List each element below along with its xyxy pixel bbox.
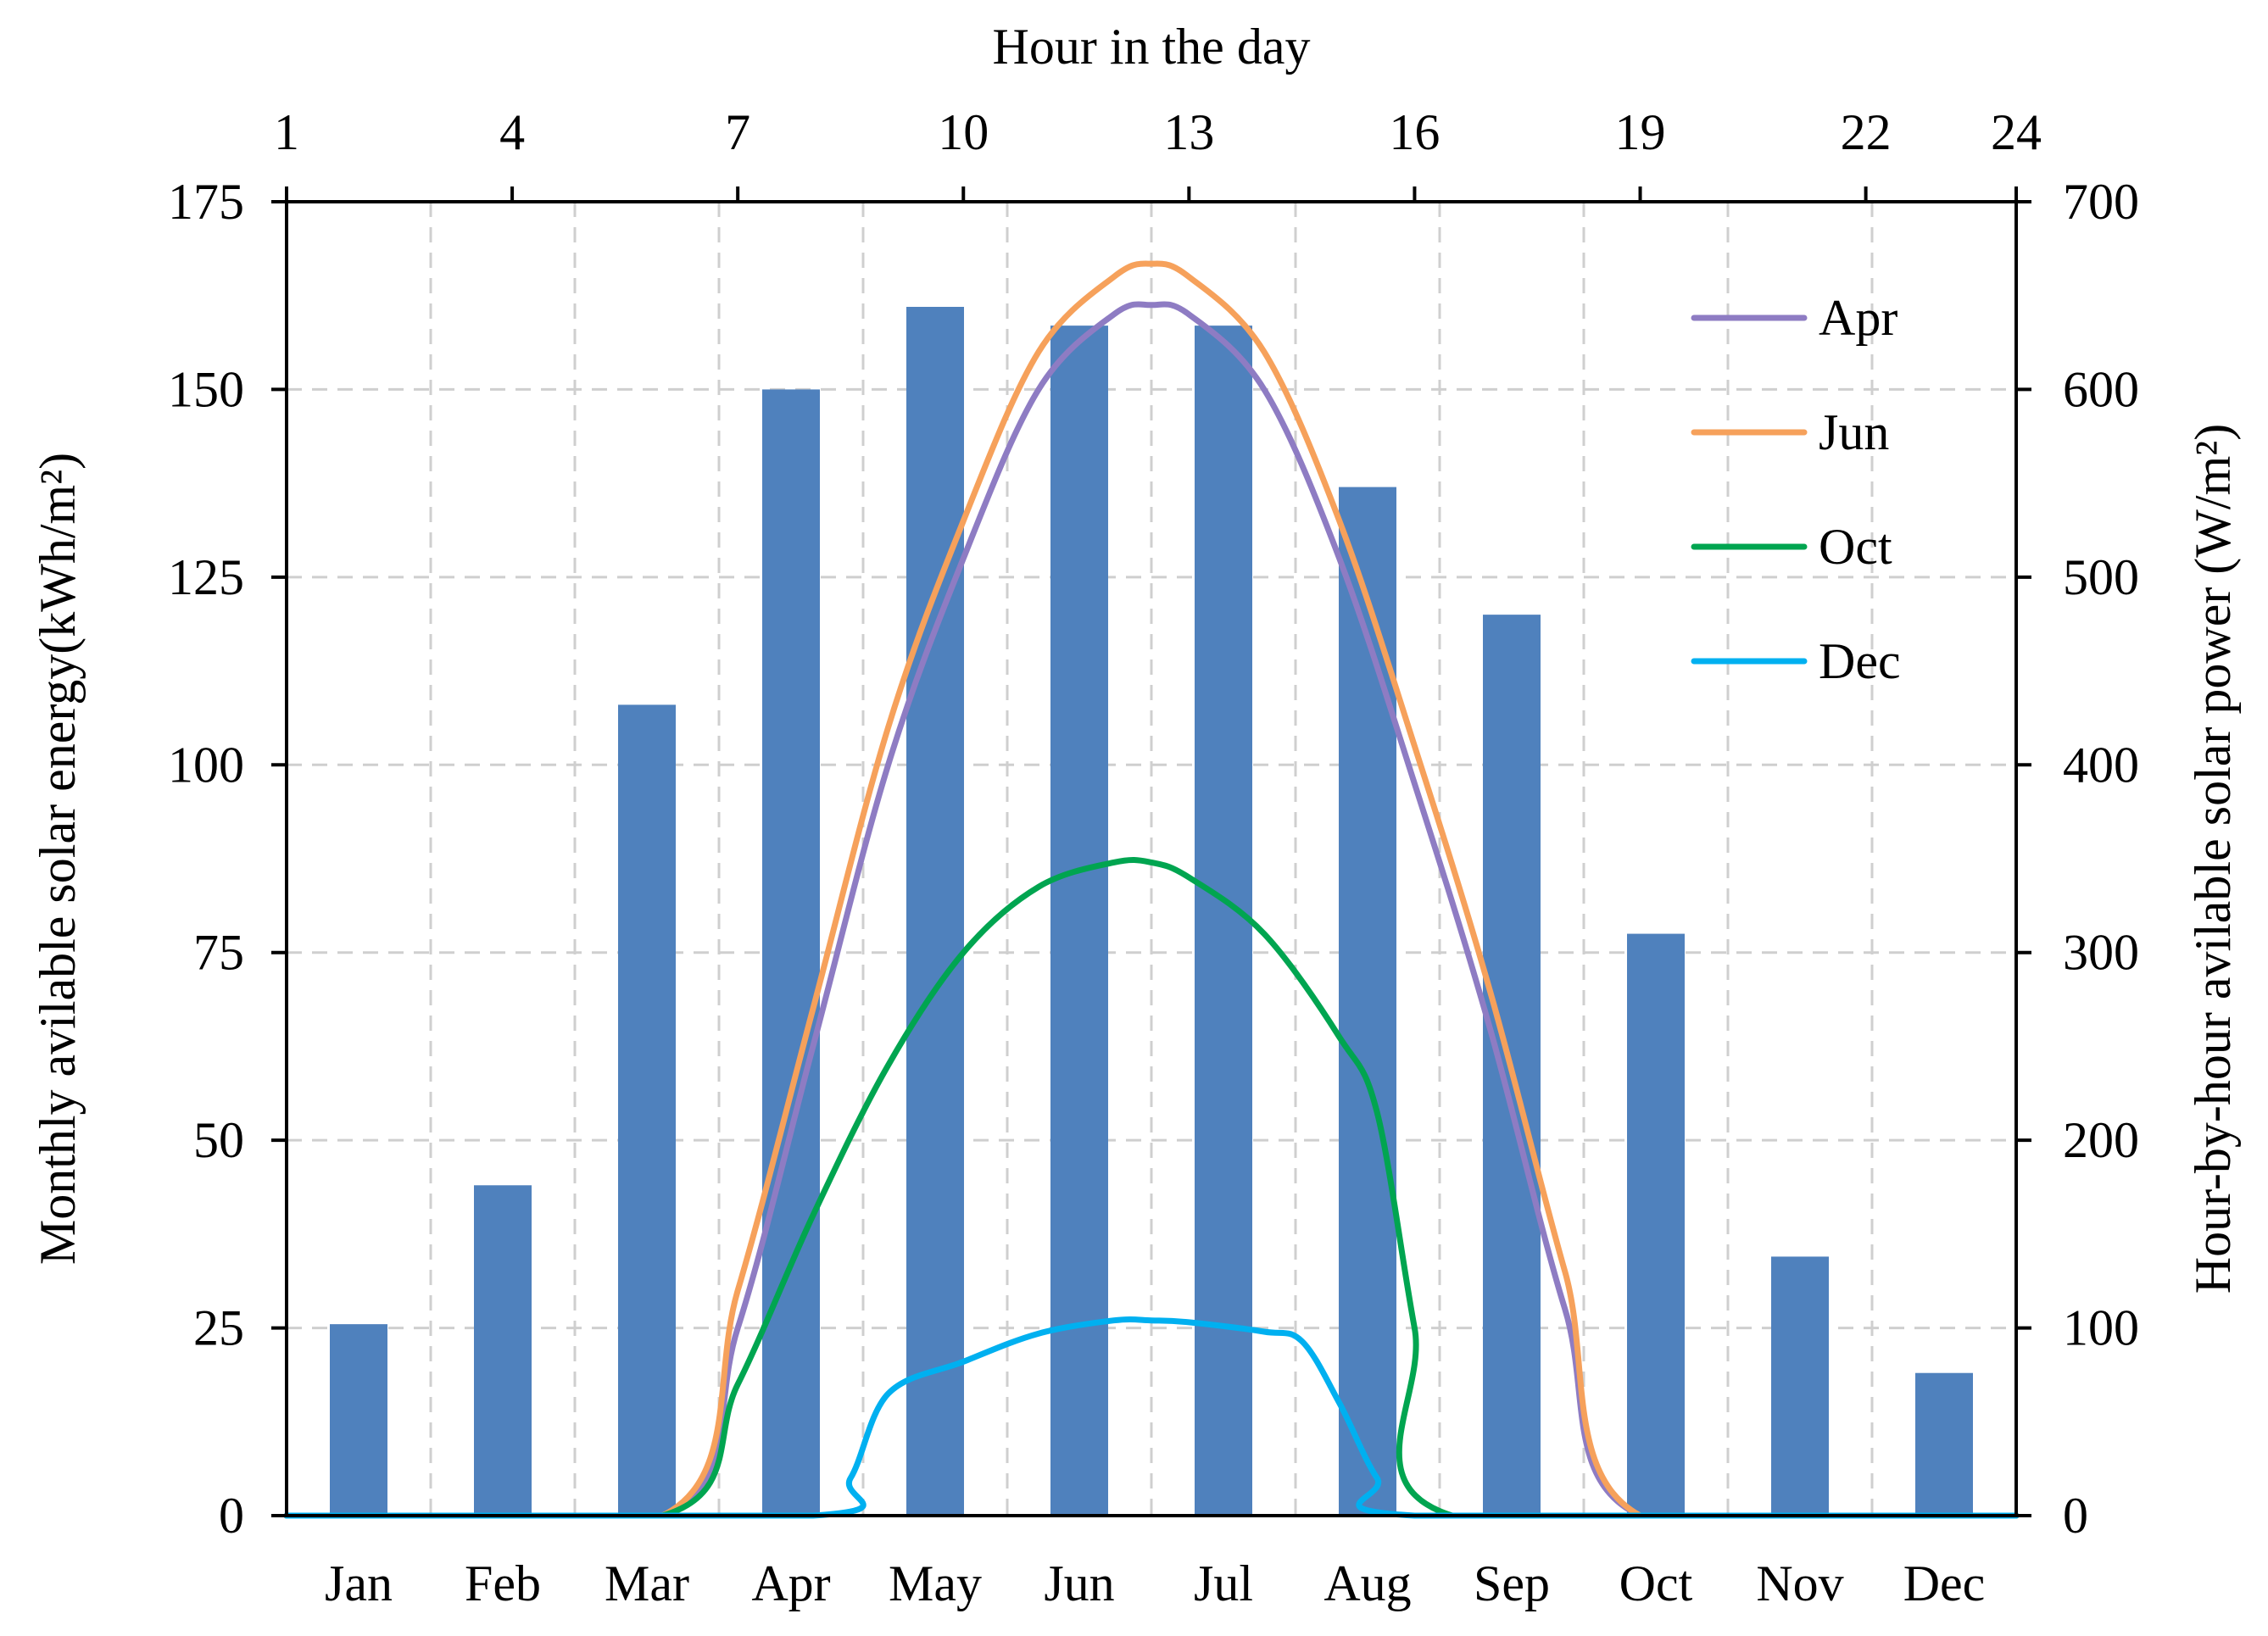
month-label: Jul xyxy=(1194,1555,1253,1611)
left-axis-tick-label: 150 xyxy=(168,361,244,417)
month-label: Oct xyxy=(1619,1555,1693,1611)
top-axis-tick-label: 19 xyxy=(1615,104,1666,160)
left-axis-tick-label: 125 xyxy=(168,549,244,605)
top-axis-title: Hour in the day xyxy=(993,19,1311,75)
top-axis-tick-label: 24 xyxy=(1991,104,2042,160)
legend-label-oct: Oct xyxy=(1819,519,1892,575)
legend-label-jun: Jun xyxy=(1819,404,1889,460)
right-axis-tick-label: 700 xyxy=(2063,174,2139,230)
left-axis-title: Monthly avilable solar energy(kWh/m²) xyxy=(30,453,86,1265)
legend: Apr Jun Oct Dec xyxy=(1691,290,1901,689)
bar-feb xyxy=(474,1185,532,1516)
legend-label-dec: Dec xyxy=(1819,633,1901,689)
left-axis-tick-label: 175 xyxy=(168,174,244,230)
top-axis-tick-label: 4 xyxy=(499,104,525,160)
left-axis-tick-label: 100 xyxy=(168,737,244,793)
right-axis-tick-label: 200 xyxy=(2063,1112,2139,1168)
month-label: May xyxy=(889,1555,982,1611)
month-label: Mar xyxy=(605,1555,689,1611)
bar-mar xyxy=(618,704,676,1516)
labels-layer: 0 25 50 75 100 125 150 175 0 100 200 300 400 500 600 70… xyxy=(30,19,2241,1611)
top-axis-tick-label: 10 xyxy=(938,104,989,160)
month-label: Aug xyxy=(1323,1555,1411,1611)
top-axis-tick-label: 16 xyxy=(1389,104,1440,160)
bar-jan xyxy=(330,1324,387,1516)
month-label: Jan xyxy=(325,1555,393,1611)
left-axis-tick-label: 25 xyxy=(193,1300,244,1356)
left-axis-tick-label: 50 xyxy=(193,1112,244,1168)
left-axis-tick-label: 0 xyxy=(219,1488,244,1544)
month-label: Dec xyxy=(1903,1555,1986,1611)
month-label: Sep xyxy=(1474,1555,1550,1611)
right-axis-tick-label: 100 xyxy=(2063,1300,2139,1356)
top-axis-tick-label: 13 xyxy=(1163,104,1214,160)
bar-oct xyxy=(1627,933,1685,1516)
legend-label-apr: Apr xyxy=(1819,290,1897,346)
right-axis-tick-label: 600 xyxy=(2063,361,2139,417)
month-label: Jun xyxy=(1044,1555,1114,1611)
bars-layer xyxy=(330,307,1973,1516)
bar-nov xyxy=(1771,1256,1829,1516)
right-axis-title: Hour-by-hour avilable solar power (W/m²) xyxy=(2185,424,2241,1294)
bar-dec xyxy=(1915,1372,1973,1516)
series-line-dec xyxy=(283,1316,2020,1519)
right-axis-tick-label: 300 xyxy=(2063,925,2139,981)
series-line-apr xyxy=(283,301,2020,1519)
series-line-oct xyxy=(283,857,2020,1519)
month-label: Apr xyxy=(751,1555,830,1611)
bar-apr xyxy=(762,389,820,1516)
lines-layer xyxy=(283,260,2020,1519)
top-axis-tick-label: 1 xyxy=(274,104,299,160)
right-axis-tick-label: 400 xyxy=(2063,737,2139,793)
axes-layer xyxy=(271,186,2031,1517)
month-label: Feb xyxy=(465,1555,541,1611)
bar-jun xyxy=(1050,326,1108,1516)
right-axis-tick-label: 500 xyxy=(2063,549,2139,605)
left-axis-tick-label: 75 xyxy=(193,925,244,981)
grid-layer xyxy=(287,202,2016,1516)
bar-jul xyxy=(1195,326,1252,1516)
month-label: Nov xyxy=(1756,1555,1843,1611)
top-axis-tick-label: 7 xyxy=(725,104,750,160)
right-axis-tick-label: 0 xyxy=(2063,1488,2088,1544)
top-axis-tick-label: 22 xyxy=(1841,104,1892,160)
bar-may xyxy=(906,307,964,1516)
series-line-jun xyxy=(283,260,2020,1519)
